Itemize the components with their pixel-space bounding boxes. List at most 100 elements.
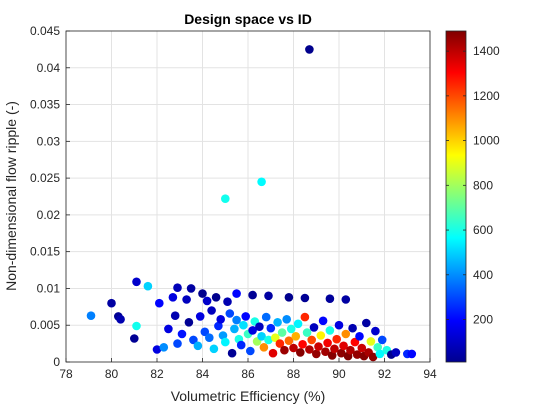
data-point — [348, 323, 357, 333]
data-point — [168, 293, 178, 302]
x-tick-label: 94 — [423, 367, 437, 381]
data-point — [232, 315, 241, 325]
data-point — [143, 281, 153, 291]
data-point — [257, 332, 266, 341]
y-axis-ticks: 0 0.005 0.01 0.015 0.02 0.025 0.03 0.035 0.04 0.0… — [30, 24, 70, 369]
y-tick-label: 0.02 — [37, 208, 61, 222]
y-tick-label: 0.01 — [37, 281, 61, 295]
data-point — [86, 311, 96, 321]
colorbar-tick-label: 1200 — [473, 89, 500, 103]
data-point — [284, 293, 294, 302]
data-point — [264, 291, 273, 301]
data-point — [282, 315, 292, 324]
data-point — [341, 295, 351, 304]
data-point — [302, 328, 312, 337]
data-point — [350, 337, 360, 347]
data-point — [291, 332, 301, 341]
data-point — [337, 348, 346, 358]
y-tick-label: 0.035 — [30, 98, 60, 112]
x-tick-label: 84 — [196, 367, 210, 381]
data-point — [239, 320, 248, 330]
data-point — [352, 350, 362, 359]
data-point — [214, 321, 223, 331]
data-point — [268, 348, 278, 358]
data-point — [298, 340, 307, 349]
data-point — [330, 344, 339, 354]
y-tick-label: 0 — [53, 355, 60, 369]
colorbar-ticks: 200 400 600 800 1000 1200 1400 — [446, 44, 500, 327]
data-point — [186, 284, 196, 293]
colorbar-tick-label: 400 — [473, 268, 493, 282]
data-point — [255, 322, 264, 332]
data-point — [230, 324, 239, 334]
data-point — [284, 336, 294, 346]
data-point — [193, 341, 203, 351]
data-point — [221, 337, 230, 347]
x-axis-ticks: 78 80 82 84 86 88 90 92 94 — [59, 358, 437, 381]
data-point — [248, 326, 257, 335]
y-tick-label: 0.045 — [30, 24, 60, 38]
data-point — [362, 318, 371, 328]
data-point — [280, 345, 289, 355]
x-tick-label: 88 — [287, 367, 301, 381]
y-tick-label: 0.005 — [30, 318, 60, 332]
data-point — [202, 296, 212, 306]
data-point — [300, 312, 310, 322]
data-point — [170, 311, 180, 321]
data-point — [264, 335, 273, 345]
colorbar — [445, 30, 467, 363]
data-point — [318, 316, 328, 326]
chart-title: Design space vs ID — [184, 11, 312, 27]
data-point — [375, 349, 385, 359]
data-point — [325, 294, 335, 304]
y-tick-label: 0.03 — [37, 134, 61, 148]
data-point — [373, 343, 383, 352]
data-point — [200, 327, 210, 337]
data-point — [132, 321, 141, 331]
data-point — [132, 277, 141, 287]
data-point — [266, 323, 276, 333]
data-point — [225, 309, 235, 318]
data-point — [209, 344, 219, 354]
x-tick-label: 86 — [241, 367, 255, 381]
data-point — [173, 339, 182, 348]
data-point — [164, 324, 173, 334]
data-point — [259, 343, 269, 352]
x-axis-label: Volumetric Efficiency (%) — [171, 388, 326, 404]
data-point — [312, 349, 321, 359]
data-point — [221, 194, 230, 203]
data-point — [296, 348, 305, 357]
data-point — [321, 347, 330, 357]
data-point — [323, 338, 332, 348]
data-point — [305, 345, 314, 354]
data-point — [159, 343, 169, 352]
data-point — [339, 341, 348, 351]
data-point — [327, 351, 337, 360]
data-point — [355, 332, 364, 341]
data-point — [195, 312, 205, 321]
data-point — [207, 306, 216, 315]
data-point — [293, 319, 303, 329]
data-point — [334, 320, 344, 330]
data-point — [332, 334, 342, 344]
data-point — [189, 335, 198, 345]
data-point — [316, 331, 326, 340]
y-tick-label: 0.025 — [30, 171, 60, 185]
data-point — [271, 333, 280, 343]
data-point — [182, 295, 191, 304]
colorbar-tick-label: 1000 — [473, 134, 500, 148]
data-point — [300, 293, 310, 303]
data-point — [173, 283, 182, 293]
data-point — [391, 348, 401, 357]
data-point — [177, 329, 187, 339]
x-tick-label: 80 — [105, 367, 119, 381]
data-point — [152, 345, 162, 354]
data-point — [216, 315, 225, 324]
data-point — [286, 324, 296, 334]
data-point — [116, 315, 125, 324]
x-tick-label: 92 — [378, 367, 392, 381]
x-tick-label: 78 — [59, 367, 73, 381]
data-point — [130, 334, 139, 343]
data-point — [218, 331, 228, 340]
